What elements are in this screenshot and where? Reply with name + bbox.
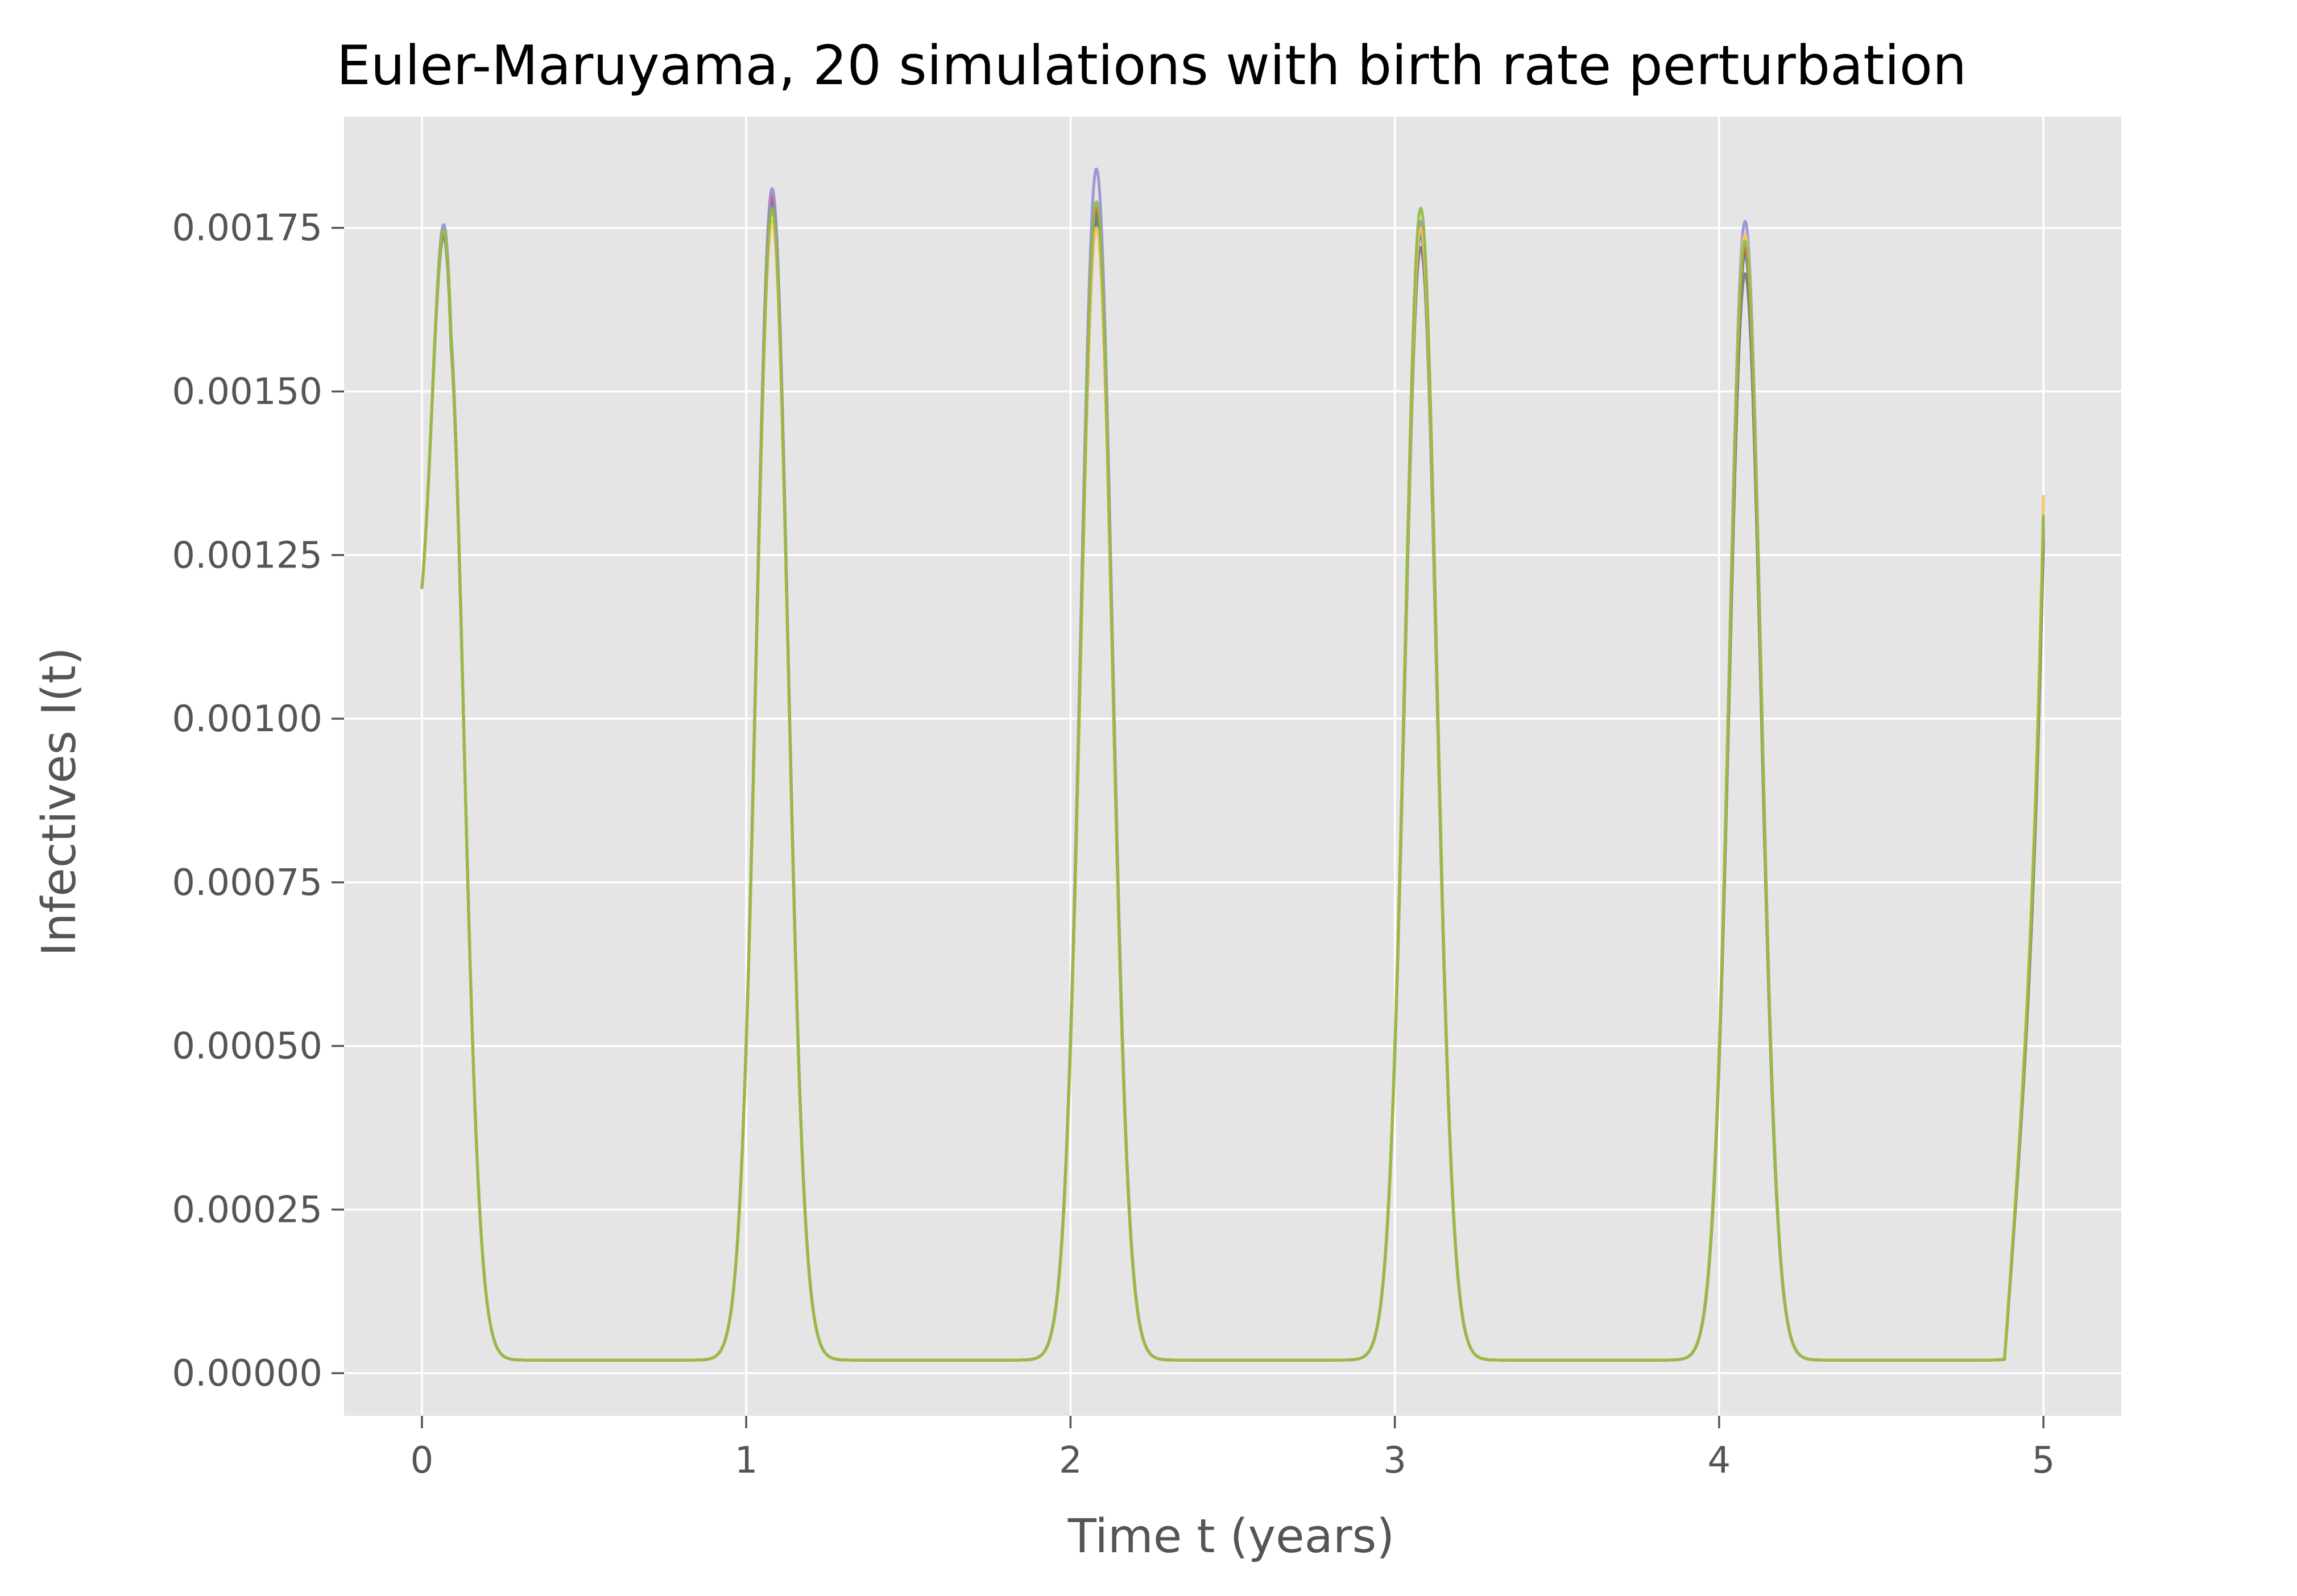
y-tick-label: 0.00050 [172,1026,322,1068]
x-tick-label: 0 [411,1440,434,1482]
y-axis-ticks: 0.00000 0.00025 0.00050 0.00075 0.00100 0.001… [172,208,344,1395]
chart-title: Euler-Maruyama, 20 simulations with birt… [337,35,1967,97]
y-tick-label: 0.00125 [172,534,322,577]
x-tick-label: 1 [735,1440,758,1482]
x-axis-label: Time t (years) [1067,1510,1395,1564]
x-tick-label: 3 [1383,1440,1406,1482]
x-tick-label: 5 [2032,1440,2055,1482]
y-tick-label: 0.00075 [172,862,322,904]
series-line [420,200,2045,1362]
y-tick-label: 0.00150 [172,371,322,413]
y-tick-label: 0.00175 [172,208,322,250]
series-layer [420,167,2045,1362]
y-tick-label: 0.00025 [172,1189,322,1231]
y-axis-label: Infectives I(t) [32,647,86,956]
y-tick-label: 0.00000 [172,1353,322,1395]
x-tick-label: 2 [1059,1440,1082,1482]
y-tick-label: 0.00100 [172,698,322,740]
x-tick-label: 4 [1708,1440,1731,1482]
grid [344,117,2121,1416]
x-axis-ticks: 0 1 2 3 4 5 [411,1416,2055,1482]
plot-background [344,117,2121,1416]
